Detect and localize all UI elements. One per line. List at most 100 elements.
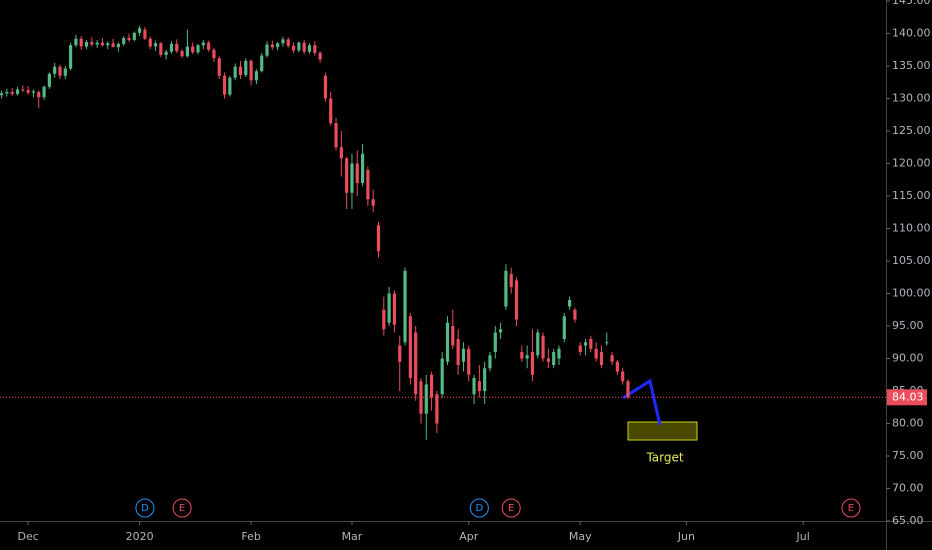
- candle: [31, 89, 36, 98]
- candle-body: [451, 326, 455, 346]
- candle-body: [398, 345, 402, 362]
- candle-body: [175, 43, 179, 52]
- y-tick-label: 80.00: [892, 417, 924, 430]
- candle: [557, 345, 561, 365]
- candle: [610, 352, 614, 365]
- candle: [424, 374, 428, 440]
- candle: [159, 41, 163, 57]
- candle-body: [323, 75, 328, 99]
- candle: [318, 51, 322, 63]
- candle: [615, 359, 619, 375]
- candle-body: [164, 51, 168, 55]
- candle: [111, 38, 115, 48]
- candle: [541, 332, 545, 362]
- candle: [562, 313, 566, 343]
- candle: [392, 290, 397, 333]
- candle: [599, 345, 604, 369]
- candle: [222, 72, 227, 99]
- candle-body: [599, 352, 604, 365]
- candle: [573, 307, 577, 323]
- candle: [207, 40, 211, 52]
- event-marker: [135, 498, 155, 518]
- x-tick-label: Mar: [342, 530, 363, 543]
- candle-body: [254, 71, 258, 81]
- candle-body: [185, 46, 189, 57]
- candle: [435, 391, 439, 434]
- candle-body: [0, 93, 4, 96]
- candle: [84, 40, 89, 50]
- candle: [360, 144, 365, 187]
- event-label: E: [848, 503, 854, 514]
- y-tick-label: 65.00: [892, 514, 924, 527]
- candle: [270, 40, 274, 50]
- y-tick-label: 135.00: [892, 59, 931, 72]
- candle: [307, 43, 312, 54]
- candle: [594, 342, 598, 362]
- candle-body: [143, 29, 147, 39]
- candle: [445, 316, 450, 365]
- x-tick-label: Feb: [241, 530, 260, 543]
- candle: [233, 63, 237, 81]
- candle: [509, 267, 513, 294]
- candle: [127, 33, 131, 42]
- candle-body: [106, 43, 110, 46]
- candle-body: [504, 270, 508, 307]
- candle-body: [621, 371, 625, 382]
- candle-body: [100, 42, 105, 46]
- x-tick-label: Jul: [796, 530, 810, 543]
- y-tick-label: 90.00: [892, 352, 924, 365]
- candle: [440, 352, 444, 398]
- candle: [488, 352, 492, 372]
- y-tick-label: 125.00: [892, 124, 931, 137]
- y-tick-label: 140.00: [892, 27, 931, 40]
- candle: [456, 329, 460, 375]
- candle-body: [339, 147, 343, 159]
- candle-body: [276, 43, 280, 48]
- candle-body: [313, 45, 317, 53]
- candle: [520, 345, 524, 362]
- candle: [90, 37, 94, 47]
- candle: [419, 378, 423, 424]
- candle: [42, 85, 46, 100]
- candle-body: [307, 45, 312, 52]
- candle: [201, 40, 205, 50]
- candle: [0, 90, 4, 99]
- candle: [79, 36, 83, 50]
- candle: [387, 287, 391, 326]
- candle-body: [148, 38, 152, 47]
- candle-body: [350, 163, 354, 193]
- candle-body: [53, 66, 57, 74]
- candle-body: [138, 28, 142, 33]
- projection-line: [622, 378, 662, 426]
- y-tick-label: 110.00: [892, 222, 931, 235]
- candle: [605, 332, 609, 346]
- candle: [138, 25, 142, 37]
- candle-body: [122, 38, 126, 44]
- candle-body: [111, 43, 115, 48]
- candle-body: [90, 41, 94, 45]
- candle-body: [291, 45, 296, 51]
- candle-body: [429, 374, 434, 398]
- candle-body: [74, 38, 78, 46]
- candle: [461, 342, 466, 372]
- candle-body: [472, 378, 476, 395]
- candle-body: [265, 44, 269, 56]
- annotation-label: Target: [645, 451, 683, 465]
- candle: [276, 41, 280, 51]
- candle-body: [520, 352, 524, 359]
- candle: [339, 131, 343, 177]
- candle: [74, 34, 78, 48]
- candle: [47, 72, 51, 89]
- candle: [26, 86, 30, 95]
- candle: [132, 31, 136, 42]
- candle-body: [5, 92, 9, 94]
- candle-body: [345, 158, 349, 193]
- candle: [297, 41, 301, 53]
- candle-body: [392, 293, 397, 325]
- candle-body: [573, 309, 577, 320]
- candle-body: [334, 123, 338, 148]
- candle-body: [42, 86, 46, 98]
- candle: [15, 86, 20, 96]
- candle-body: [21, 89, 25, 91]
- candle-body: [530, 352, 535, 375]
